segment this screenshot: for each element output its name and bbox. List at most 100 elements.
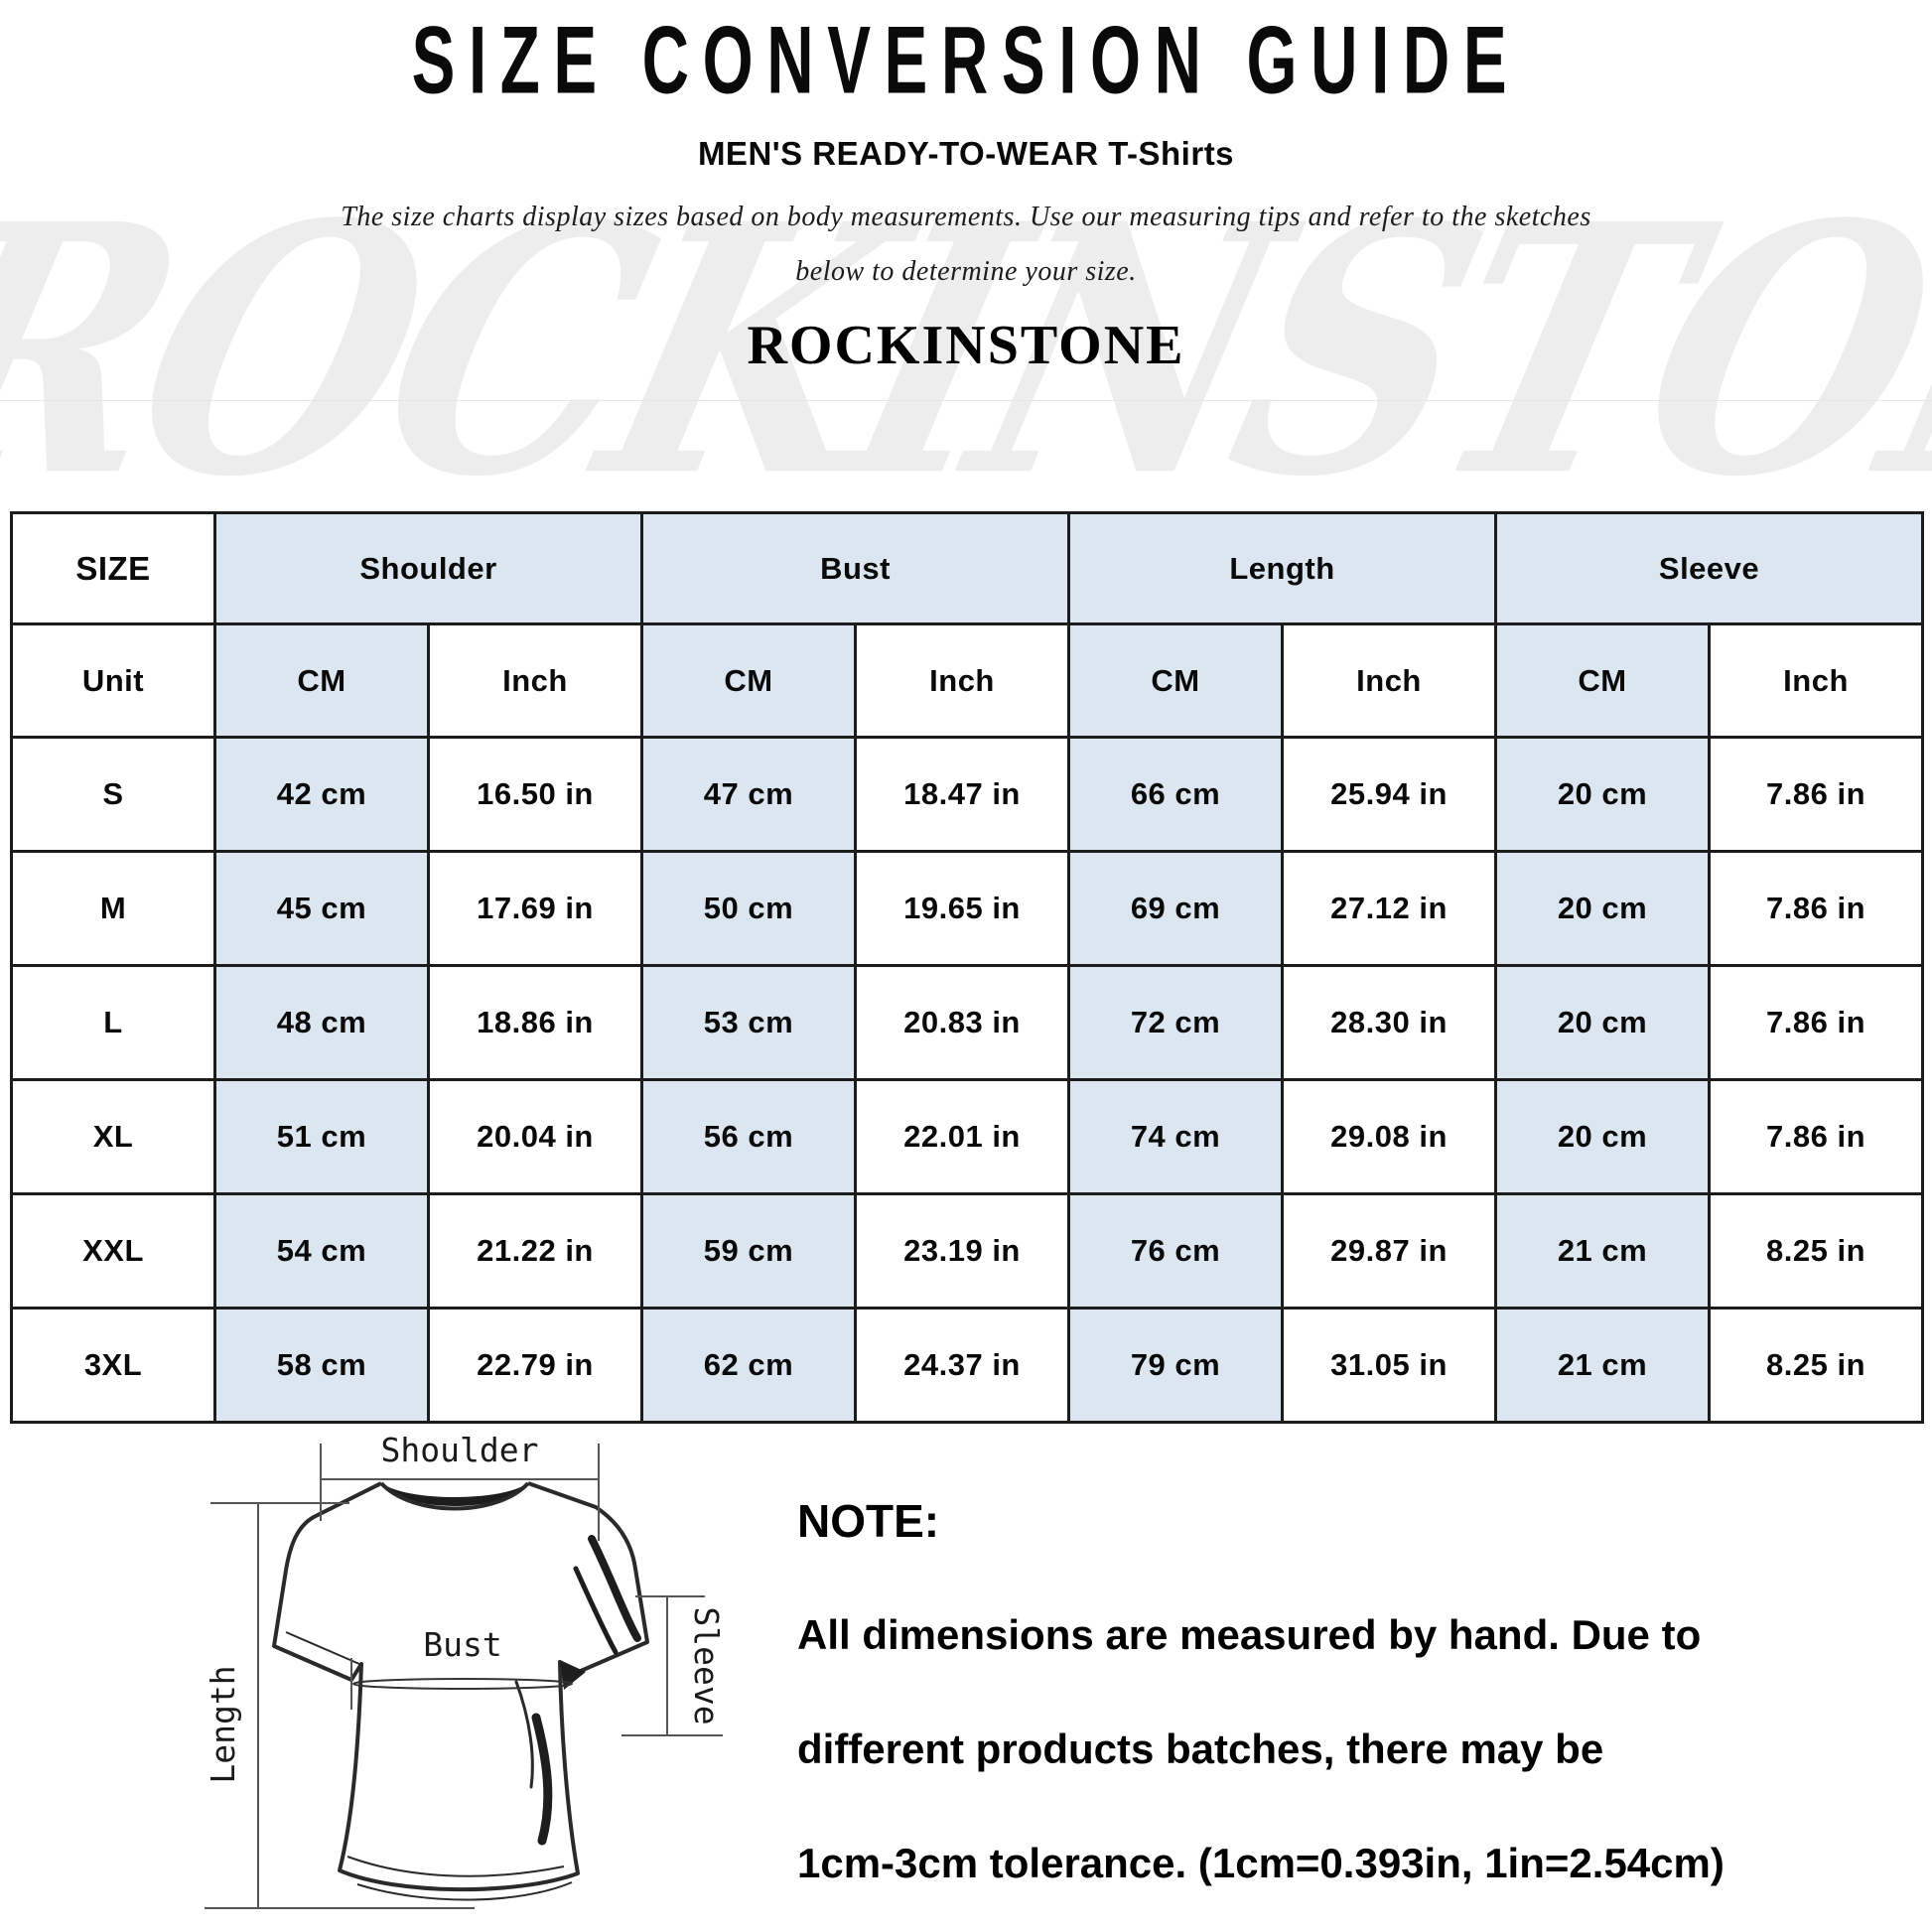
unit-cm: CM [640, 622, 857, 739]
size-conversion-table: SIZE Shoulder Bust Length Sleeve Unit CM… [10, 511, 1925, 1424]
tshirt-outline [272, 1481, 649, 1892]
unit-cm: CM [1494, 622, 1712, 739]
value-cell: 20 cm [1494, 736, 1712, 853]
value-cell: 62 cm [640, 1307, 857, 1424]
value-cell: 21 cm [1494, 1307, 1712, 1424]
sleeve-shading [588, 1535, 641, 1642]
value-cell: 45 cm [213, 850, 430, 967]
note-line-1: All dimensions are measured by hand. Due… [797, 1610, 1702, 1658]
value-cell: 21 cm [1494, 1192, 1712, 1310]
value-cell: 19.65 in [853, 850, 1071, 967]
unit-inch: Inch [1708, 622, 1925, 739]
value-cell: 7.86 in [1708, 850, 1925, 967]
value-cell: 47 cm [640, 736, 857, 853]
left-cuff-line [285, 1631, 360, 1665]
value-cell: 29.87 in [1281, 1192, 1498, 1310]
tshirt-measurement-diagram: Shoulder Length Bust Sleeve [204, 1431, 726, 1909]
page-subtitle: MEN'S READY-TO-WEAR T-Shirts [697, 135, 1235, 172]
sleeve-label: Sleeve [687, 1606, 726, 1725]
shoulder-label: Shoulder [381, 1431, 539, 1469]
size-cell: L [10, 964, 216, 1081]
page-title-wrap: SIZE CONVERSION GUIDE [0, 6, 1932, 113]
table-row: S 42 cm 16.50 in 47 cm 18.47 in 66 cm 25… [10, 736, 1925, 853]
size-cell: 3XL [10, 1307, 216, 1424]
value-cell: 59 cm [640, 1192, 857, 1310]
value-cell: 20.04 in [427, 1078, 643, 1195]
value-cell: 56 cm [640, 1078, 857, 1195]
brand-name: ROCKINSTONE [747, 315, 1185, 376]
value-cell: 8.25 in [1708, 1307, 1925, 1424]
value-cell: 7.86 in [1708, 736, 1925, 853]
value-cell: 20 cm [1494, 850, 1712, 967]
header-size: SIZE [10, 511, 216, 625]
value-cell: 66 cm [1067, 736, 1285, 853]
note-line-3: 1cm-3cm tolerance. (1cm=0.393in, 1in=2.5… [797, 1839, 1725, 1886]
table-row: XL 51 cm 20.04 in 56 cm 22.01 in 74 cm 2… [10, 1078, 1925, 1195]
value-cell: 29.08 in [1281, 1078, 1498, 1195]
value-cell: 72 cm [1067, 964, 1285, 1081]
header-sleeve: Sleeve [1494, 511, 1925, 625]
table-unit-row: Unit CM Inch CM Inch CM Inch CM Inch [10, 622, 1925, 739]
description-line-2: below to determine your size. [795, 256, 1137, 287]
size-cell: M [10, 850, 216, 967]
table-header-row: SIZE Shoulder Bust Length Sleeve [10, 511, 1925, 625]
value-cell: 18.47 in [853, 736, 1071, 853]
unit-inch: Inch [1281, 622, 1498, 739]
unit-cm: CM [213, 622, 430, 739]
collar-band-inner [391, 1490, 518, 1510]
value-cell: 31.05 in [1281, 1307, 1498, 1424]
value-cell: 16.50 in [427, 736, 643, 853]
value-cell: 7.86 in [1708, 964, 1925, 1081]
value-cell: 48 cm [213, 964, 430, 1081]
header-shoulder: Shoulder [213, 511, 643, 625]
value-cell: 8.25 in [1708, 1192, 1925, 1310]
value-cell: 25.94 in [1281, 736, 1498, 853]
page-title: SIZE CONVERSION GUIDE [411, 7, 1521, 114]
size-cell: XL [10, 1078, 216, 1195]
collar-opening [385, 1485, 524, 1506]
value-cell: 17.69 in [427, 850, 643, 967]
value-cell: 20.83 in [853, 964, 1071, 1081]
value-cell: 7.86 in [1708, 1078, 1925, 1195]
header-length: Length [1067, 511, 1498, 625]
hem-wrinkle [346, 1856, 565, 1877]
value-cell: 21.22 in [427, 1192, 643, 1310]
decorative-rule [0, 400, 1932, 401]
value-cell: 76 cm [1067, 1192, 1285, 1310]
length-label: Length [204, 1665, 242, 1783]
bust-dim-line [352, 1678, 573, 1690]
size-cell: XXL [10, 1192, 216, 1310]
value-cell: 22.79 in [427, 1307, 643, 1424]
table-row: XXL 54 cm 21.22 in 59 cm 23.19 in 76 cm … [10, 1192, 1925, 1310]
value-cell: 54 cm [213, 1192, 430, 1310]
value-cell: 23.19 in [853, 1192, 1071, 1310]
value-cell: 22.01 in [853, 1078, 1071, 1195]
value-cell: 50 cm [640, 850, 857, 967]
table-row: L 48 cm 18.86 in 53 cm 20.83 in 72 cm 28… [10, 964, 1925, 1081]
header-bust: Bust [639, 511, 1071, 625]
description-line-1: The size charts display sizes based on b… [341, 202, 1591, 232]
bust-label: Bust [423, 1625, 501, 1664]
value-cell: 18.86 in [427, 964, 643, 1081]
note-line-2: different products batches, there may be [797, 1725, 1604, 1772]
table-row: 3XL 58 cm 22.79 in 62 cm 24.37 in 79 cm … [10, 1307, 1925, 1424]
body-wrinkle [514, 1680, 534, 1789]
value-cell: 20 cm [1494, 964, 1712, 1081]
value-cell: 58 cm [213, 1307, 430, 1424]
note-heading: NOTE: [797, 1494, 940, 1547]
size-cell: S [10, 736, 216, 853]
table-row: M 45 cm 17.69 in 50 cm 19.65 in 69 cm 27… [10, 850, 1925, 967]
sleeve-shading [573, 1566, 619, 1655]
body-wrinkle [531, 1713, 553, 1846]
hem-wrinkle [356, 1881, 573, 1901]
unit-inch: Inch [427, 622, 643, 739]
value-cell: 51 cm [213, 1078, 430, 1195]
value-cell: 27.12 in [1281, 850, 1498, 967]
value-cell: 74 cm [1067, 1078, 1285, 1195]
unit-inch: Inch [853, 622, 1071, 739]
value-cell: 24.37 in [853, 1307, 1071, 1424]
value-cell: 20 cm [1494, 1078, 1712, 1195]
value-cell: 79 cm [1067, 1307, 1285, 1424]
unit-cm: CM [1067, 622, 1285, 739]
